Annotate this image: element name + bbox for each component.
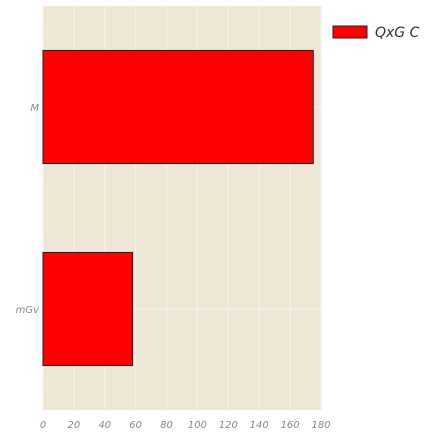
category-label-1: mGv bbox=[16, 305, 40, 316]
x-tick-label-9: 180 bbox=[311, 420, 330, 431]
x-tick-label-1: 20 bbox=[68, 420, 81, 431]
x-tick-label-4: 80 bbox=[160, 420, 173, 431]
legend: QxG C bbox=[333, 25, 420, 41]
category-label-0: M bbox=[30, 103, 39, 114]
legend-label: QxG C bbox=[375, 25, 420, 41]
x-tick-label-8: 160 bbox=[281, 420, 300, 431]
x-tick-label-0: 0 bbox=[40, 420, 46, 431]
x-tick-label-5: 100 bbox=[188, 420, 207, 431]
legend-swatch bbox=[333, 26, 367, 38]
bar-M bbox=[43, 50, 313, 163]
x-tick-label-2: 40 bbox=[98, 420, 111, 431]
x-tick-label-7: 140 bbox=[250, 420, 269, 431]
x-axis-ticks: 0 20 40 60 80 100 120 140 160 180 bbox=[40, 420, 331, 431]
bar-mGv bbox=[43, 252, 133, 365]
x-tick-label-3: 60 bbox=[129, 420, 142, 431]
x-tick-label-6: 120 bbox=[219, 420, 238, 431]
